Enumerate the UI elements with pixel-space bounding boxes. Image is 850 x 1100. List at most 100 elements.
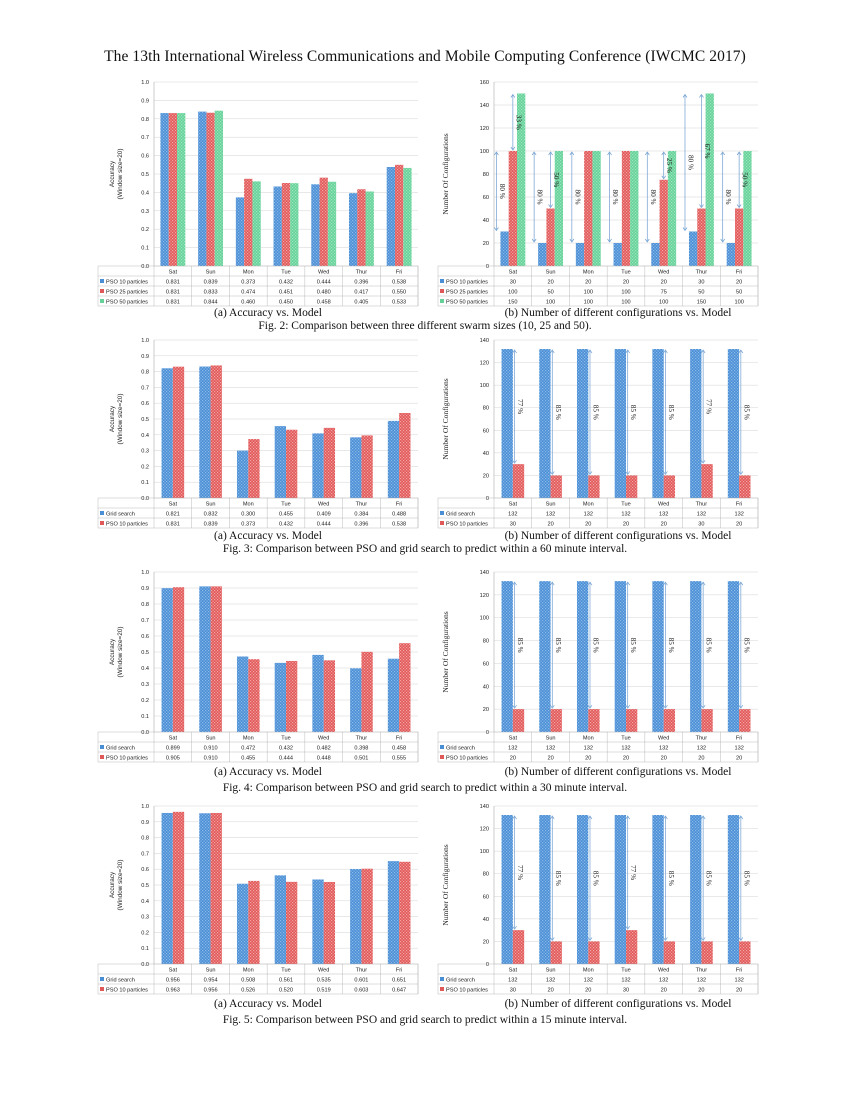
x-tick-label: Thur	[356, 735, 368, 741]
y-tick-label: 80	[483, 406, 489, 412]
y-tick-label: 0.2	[141, 464, 149, 470]
y-tick-label: 0	[486, 264, 489, 270]
y-tick-label: 0.7	[141, 618, 149, 624]
arrow-head	[738, 349, 744, 354]
bar	[613, 243, 622, 266]
x-tick-label: Tue	[281, 967, 290, 973]
bar	[323, 660, 336, 732]
bar	[199, 366, 211, 498]
bar	[659, 179, 668, 266]
arrow-head	[700, 815, 706, 820]
x-tick-label: Sun	[206, 967, 216, 973]
bar	[550, 709, 562, 732]
y-tick-label: 0.2	[141, 698, 149, 704]
bar	[312, 433, 324, 498]
legend-label: PSO 10 particles	[446, 279, 488, 285]
annotation-label: 85 %	[554, 638, 562, 653]
table-value: 100	[734, 299, 743, 305]
annotation-label: 85 %	[742, 638, 750, 653]
y-tick-label: 0.9	[141, 98, 149, 104]
table-value: 132	[584, 745, 593, 751]
table-value: 0.526	[241, 987, 255, 993]
legend-label: PSO 10 particles	[446, 987, 488, 993]
arrow-head	[587, 471, 593, 476]
bar	[576, 815, 589, 964]
x-tick-label: Thur	[696, 501, 708, 507]
y-axis-title: (Window size=20)	[117, 149, 124, 200]
fig3-configurations-chart: 0 20 40 60 80 100 120 140 Number Of Configuratio…	[428, 334, 768, 530]
bar	[739, 941, 751, 964]
arrow-head	[699, 204, 704, 209]
bar	[539, 815, 551, 964]
y-tick-label: 0.9	[141, 820, 149, 826]
x-tick-label: Wed	[658, 967, 669, 973]
arrow-head	[494, 227, 499, 232]
y-tick-label: 0.3	[141, 915, 149, 921]
bar	[652, 581, 664, 732]
bar	[311, 184, 320, 266]
bar	[312, 879, 324, 964]
legend-label: Grid search	[106, 745, 135, 751]
table-value: 0.480	[317, 289, 331, 295]
arrow-head	[512, 815, 517, 820]
table-value: 0.603	[354, 987, 368, 993]
table-value: 0.899	[166, 745, 180, 751]
x-tick-label: Sat	[169, 269, 178, 275]
y-tick-label: 140	[480, 570, 489, 576]
bar	[274, 875, 286, 964]
arrow-head	[549, 937, 555, 942]
bar	[327, 181, 337, 266]
arrow-head	[569, 238, 575, 243]
table-value: 0.432	[279, 279, 293, 285]
arrow-head	[663, 704, 668, 709]
table-value: 0.300	[241, 511, 255, 517]
table-value: 0.555	[392, 755, 406, 761]
annotation-label: 77 %	[629, 865, 637, 880]
table-value: 0.450	[279, 299, 293, 305]
x-tick-label: Tue	[621, 735, 630, 741]
annotation-label: 85 %	[516, 638, 524, 653]
annotation-label: 85 %	[629, 405, 637, 420]
table-value: 0.432	[279, 521, 293, 527]
table-value: 0.396	[354, 521, 368, 527]
table-value: 100	[659, 299, 668, 305]
table-value: 132	[659, 977, 668, 983]
y-tick-label: 0.4	[141, 666, 149, 672]
bar	[690, 581, 702, 732]
bar	[248, 439, 260, 498]
arrow-head	[569, 151, 575, 156]
legend-label: Grid search	[446, 511, 475, 517]
bar	[576, 581, 589, 732]
arrow-head	[549, 704, 555, 709]
x-tick-label: Wed	[658, 735, 669, 741]
bar	[199, 586, 211, 732]
legend-label: PSO 10 particles	[106, 987, 148, 993]
y-tick-label: 40	[483, 917, 489, 923]
y-tick-label: 140	[480, 338, 489, 344]
bar	[403, 167, 412, 266]
y-axis-title: Accuracy	[109, 871, 116, 898]
legend-swatch	[100, 511, 104, 515]
bar	[210, 812, 222, 964]
y-axis-title: Number Of Configurations	[441, 133, 450, 214]
table-value: 132	[546, 511, 555, 517]
table-value: 0.963	[166, 987, 180, 993]
bar	[350, 668, 362, 732]
bar	[160, 113, 169, 266]
table-value: 0.409	[317, 511, 331, 517]
legend-swatch	[440, 745, 444, 749]
table-value: 0.831	[166, 289, 180, 295]
x-tick-label: Sat	[509, 501, 518, 507]
arrow-head	[700, 349, 706, 354]
table-value: 30	[510, 987, 516, 993]
y-axis-title: (Window size=20)	[117, 860, 124, 911]
bar	[161, 812, 173, 964]
table-value: 20	[623, 521, 629, 527]
bar	[621, 151, 631, 266]
bar	[252, 181, 261, 266]
arrow-head	[494, 151, 499, 156]
bar	[290, 183, 299, 266]
y-tick-label: 0.8	[141, 370, 149, 376]
annotation-label: 80 %	[573, 190, 581, 205]
fig4-subcaption-a: (a) Accuracy vs. Model	[214, 766, 322, 778]
